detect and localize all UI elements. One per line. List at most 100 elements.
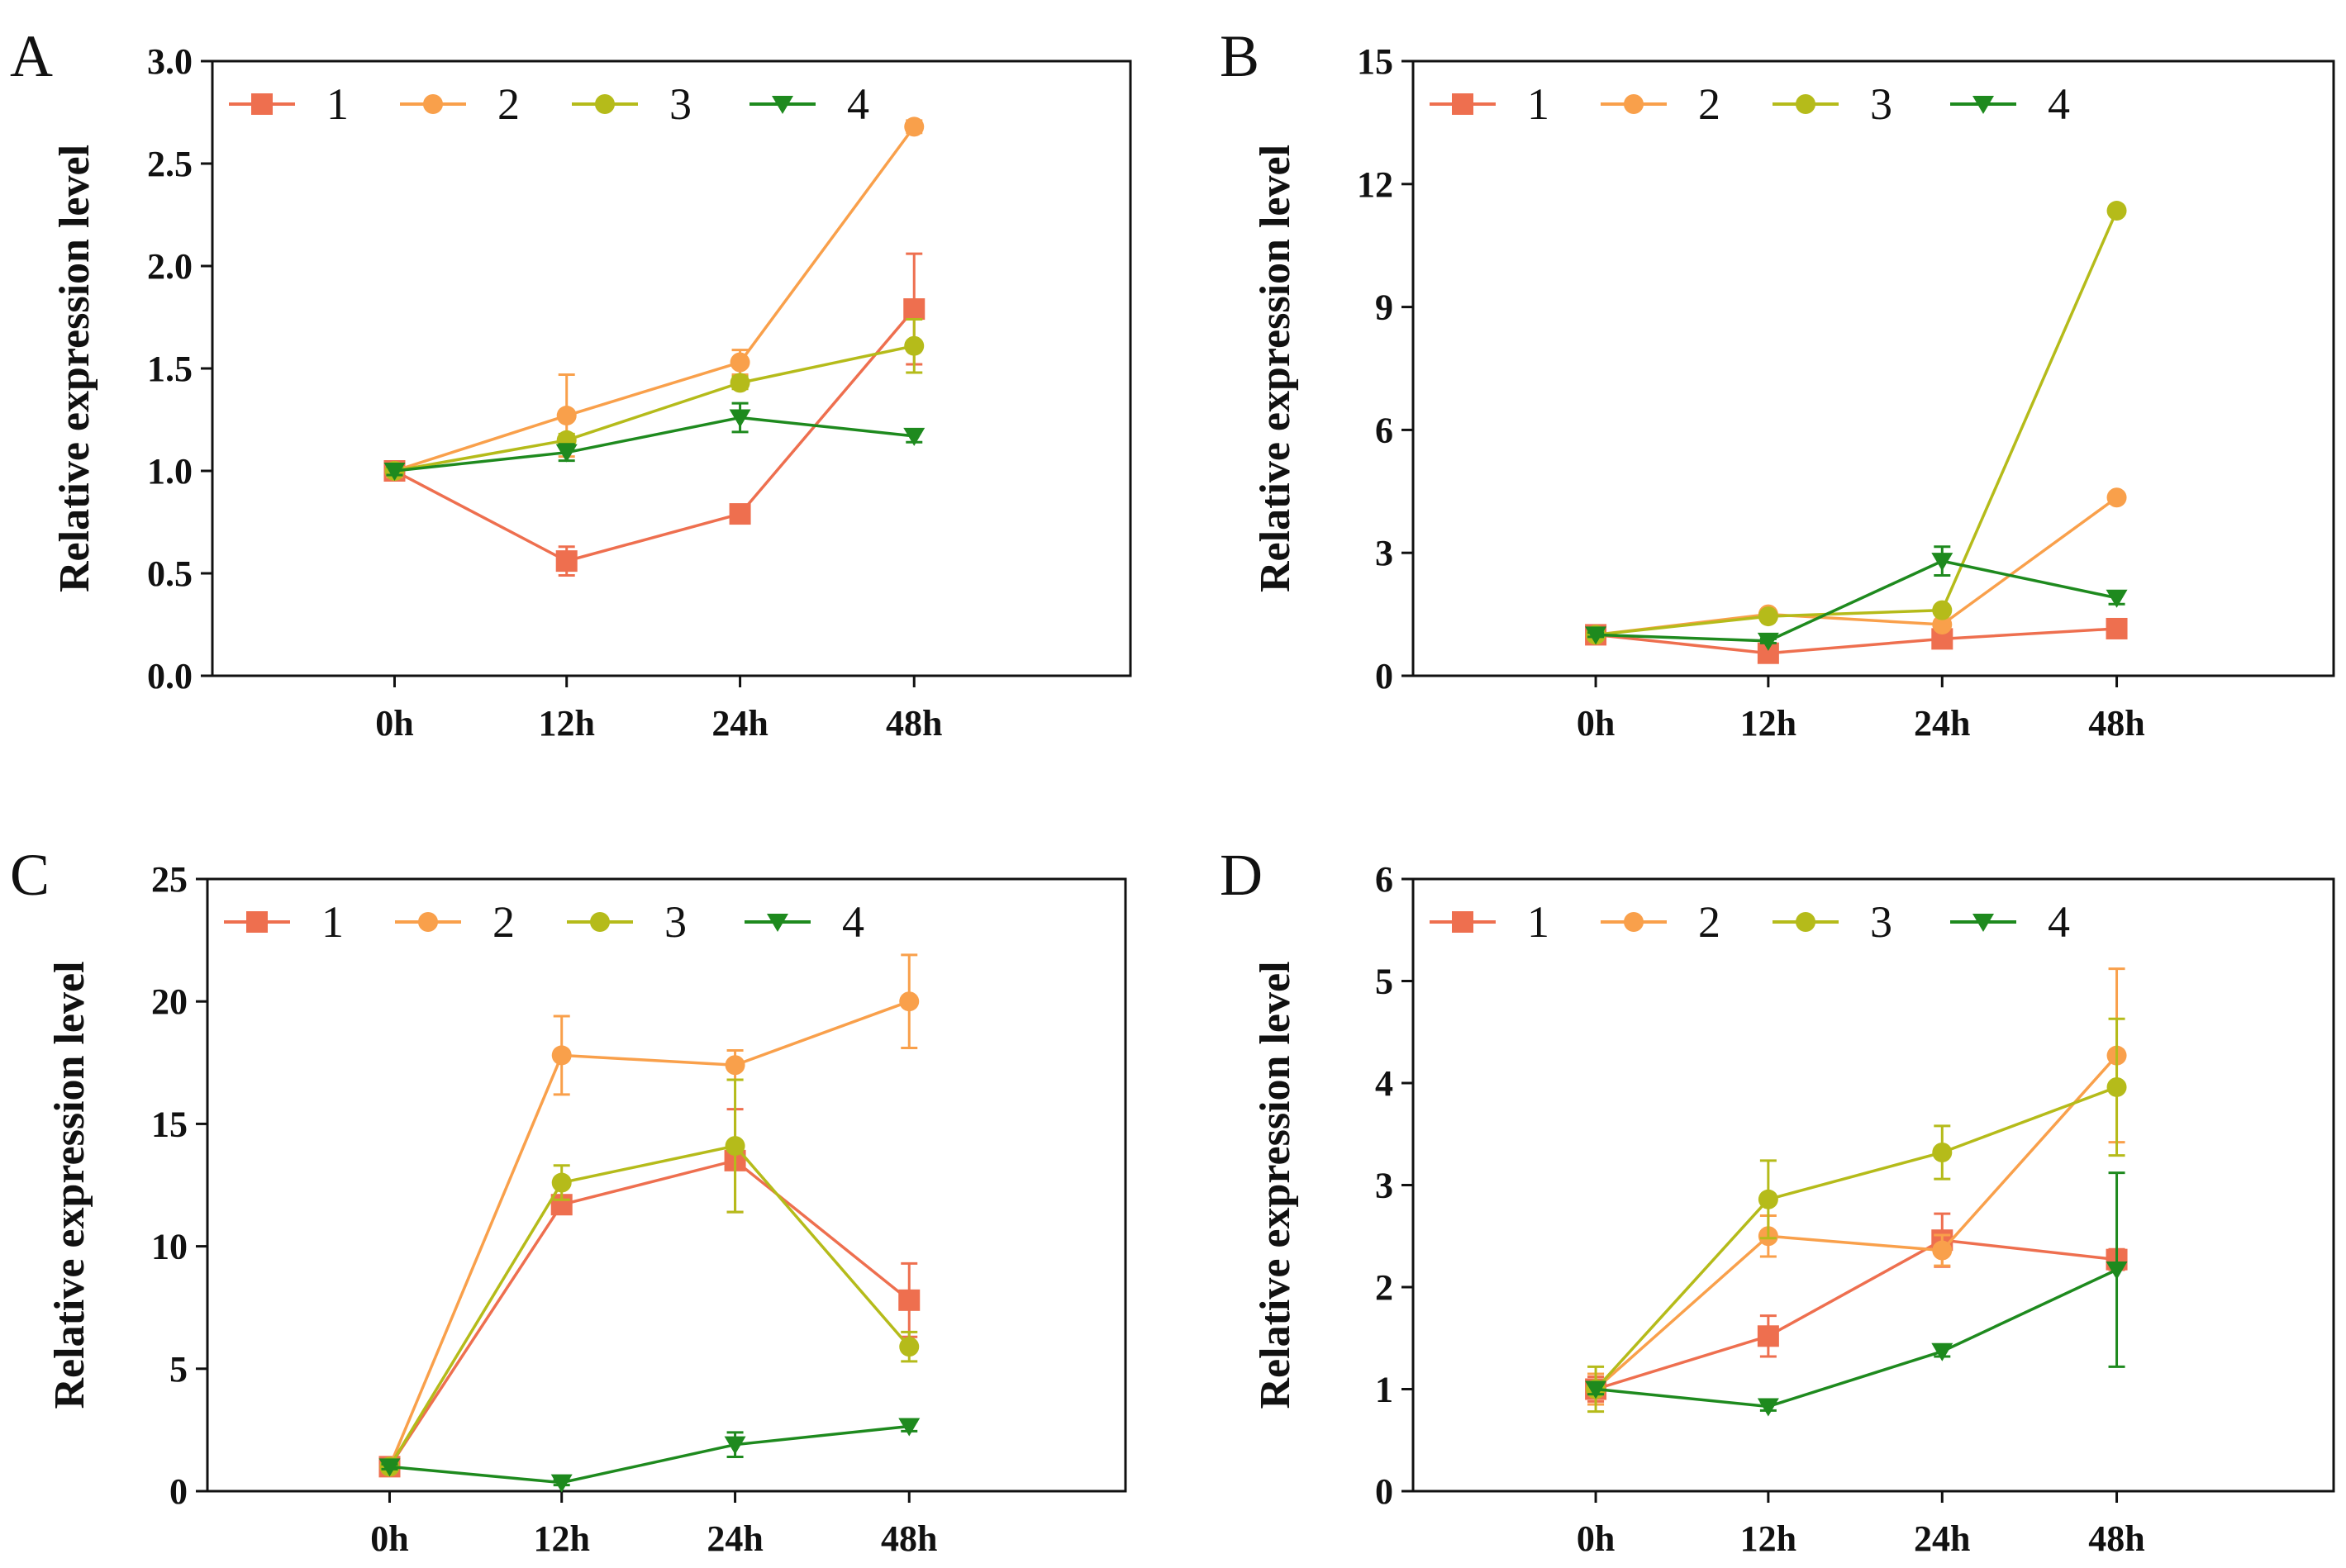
y-tick-label: 5 bbox=[169, 1349, 188, 1390]
x-tick-label: 24h bbox=[711, 703, 768, 744]
legend-marker bbox=[1624, 94, 1644, 114]
panel-letter: C bbox=[10, 842, 50, 908]
data-point bbox=[2106, 617, 2128, 639]
legend-label: 2 bbox=[1698, 897, 1720, 947]
legend-item-1: 1 bbox=[229, 79, 349, 129]
x-tick-label: 12h bbox=[533, 1518, 589, 1559]
x-tick-label: 24h bbox=[1914, 1518, 1970, 1559]
data-point bbox=[1932, 600, 1953, 620]
y-tick-label: 20 bbox=[151, 981, 188, 1022]
series-3 bbox=[379, 1078, 920, 1477]
legend-label: 4 bbox=[2048, 897, 2070, 947]
legend-item-2: 2 bbox=[1601, 79, 1720, 129]
legend-marker bbox=[1452, 911, 1473, 933]
data-point bbox=[904, 335, 925, 356]
series-line bbox=[1594, 1054, 2118, 1390]
x-tick-label: 0h bbox=[375, 703, 413, 744]
data-point bbox=[2106, 589, 2128, 608]
legend-item-4: 4 bbox=[1950, 79, 2070, 129]
legend-label: 2 bbox=[493, 897, 515, 947]
y-tick-label: 0.0 bbox=[147, 656, 193, 696]
data-point bbox=[1758, 1189, 1778, 1209]
x-tick-label: 12h bbox=[1740, 703, 1796, 744]
y-tick-label: 15 bbox=[1357, 41, 1393, 82]
data-point bbox=[556, 406, 577, 426]
series-2 bbox=[384, 116, 925, 481]
data-point bbox=[1931, 553, 1953, 572]
y-axis-title: Relative expression level bbox=[46, 961, 93, 1409]
data-point bbox=[1585, 1380, 1607, 1399]
legend-label: 3 bbox=[669, 79, 692, 129]
legend-item-4: 4 bbox=[745, 897, 864, 947]
legend-marker bbox=[590, 912, 610, 932]
x-tick-label: 24h bbox=[707, 1518, 763, 1559]
data-point bbox=[2106, 201, 2127, 221]
y-tick-label: 6 bbox=[1375, 410, 1393, 450]
y-tick-label: 3 bbox=[1375, 533, 1393, 573]
y-tick-label: 0 bbox=[1375, 656, 1393, 696]
y-tick-label: 5 bbox=[1375, 962, 1393, 1002]
legend-marker bbox=[251, 93, 273, 115]
data-point bbox=[899, 1337, 920, 1357]
data-point bbox=[724, 1436, 746, 1455]
panel-a: A 0.0 0.5 1.0 1.5 2.0 2.5 3.0 0h 12h 24h 48h Relativ… bbox=[10, 23, 1132, 744]
x-tick-label: 48h bbox=[881, 1518, 937, 1559]
series-2 bbox=[1586, 967, 2127, 1406]
legend-label: 1 bbox=[1527, 79, 1549, 129]
y-tick-label: 4 bbox=[1375, 1063, 1393, 1104]
legend-marker bbox=[1796, 912, 1815, 932]
data-point bbox=[551, 1045, 572, 1066]
data-point bbox=[1932, 615, 1953, 634]
panel-letter: B bbox=[1220, 23, 1259, 89]
series-line bbox=[394, 344, 915, 473]
series-line bbox=[393, 126, 916, 473]
y-tick-label: 3 bbox=[1375, 1166, 1393, 1206]
plot-frame bbox=[1411, 59, 2335, 677]
legend-marker bbox=[1624, 912, 1644, 932]
legend-item-1: 1 bbox=[224, 897, 344, 947]
series-line bbox=[394, 416, 915, 473]
legend-label: 3 bbox=[1870, 79, 1892, 129]
x-tick-label: 0h bbox=[1577, 1518, 1615, 1559]
series-line bbox=[1596, 559, 2117, 643]
y-tick-label: 1.0 bbox=[147, 451, 193, 492]
y-tick-label: 15 bbox=[151, 1104, 188, 1144]
series-2 bbox=[379, 953, 920, 1477]
y-tick-label: 0.5 bbox=[147, 554, 193, 594]
series-line bbox=[1595, 627, 2117, 655]
data-point bbox=[555, 550, 578, 573]
y-tick-label: 0 bbox=[1375, 1471, 1393, 1512]
legend-marker bbox=[1452, 93, 1473, 115]
legend-item-2: 2 bbox=[395, 897, 515, 947]
series-4 bbox=[1585, 545, 2128, 651]
y-tick-label: 12 bbox=[1357, 164, 1393, 205]
legend-label: 4 bbox=[2048, 79, 2070, 129]
legend-label: 4 bbox=[842, 897, 864, 947]
panel-letter: D bbox=[1220, 842, 1263, 908]
data-point bbox=[903, 298, 926, 321]
legend-item-1: 1 bbox=[1430, 79, 1549, 129]
y-tick-label: 25 bbox=[151, 859, 188, 900]
legend-marker bbox=[767, 914, 788, 932]
data-point bbox=[730, 373, 750, 393]
legend-label: 4 bbox=[847, 79, 869, 129]
x-tick-label: 12h bbox=[1740, 1518, 1796, 1559]
series-1 bbox=[1585, 617, 2128, 664]
y-tick-label: 6 bbox=[1375, 859, 1393, 900]
data-point bbox=[904, 116, 925, 137]
data-point bbox=[1932, 1240, 1953, 1261]
series-3 bbox=[1586, 201, 2127, 645]
legend-label: 3 bbox=[1870, 897, 1892, 947]
series-4 bbox=[383, 402, 926, 481]
series-1 bbox=[1585, 1212, 2128, 1403]
y-axis-title: Relative expression level bbox=[1252, 961, 1299, 1409]
data-point bbox=[729, 503, 751, 525]
y-tick-label: 2.0 bbox=[147, 246, 193, 287]
y-tick-label: 1.5 bbox=[147, 349, 193, 389]
data-point bbox=[550, 1474, 573, 1493]
data-point bbox=[725, 1055, 745, 1076]
x-tick-label: 48h bbox=[886, 703, 942, 744]
data-point bbox=[378, 1458, 401, 1477]
y-tick-label: 2.5 bbox=[147, 144, 193, 184]
legend-label: 1 bbox=[321, 897, 344, 947]
